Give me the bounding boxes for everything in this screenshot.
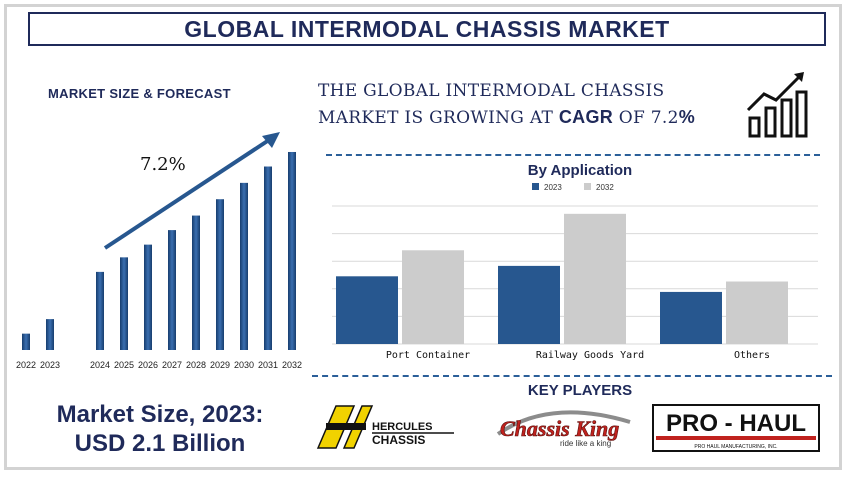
forecast-bar-2031: [264, 166, 272, 350]
chassis-text: CHASSIS: [372, 433, 425, 447]
forecast-heading: MARKET SIZE & FORECAST: [48, 86, 231, 101]
market-size-text: Market Size, 2023: USD 2.1 Billion: [10, 400, 310, 458]
forecast-cagr-label: 7.2%: [140, 154, 186, 175]
svg-text:ride like a king: ride like a king: [560, 439, 611, 448]
hercules-line1: HERCULES: [372, 421, 433, 433]
key-players-title: KEY PLAYERS: [527, 382, 633, 399]
forecast-tick-2028: 2028: [186, 360, 206, 370]
divider-top: [326, 154, 820, 156]
forecast-bar-2027: [168, 230, 176, 350]
bar-2023-0: [336, 276, 398, 344]
bar-2032-1: [564, 213, 626, 344]
forecast-tick-2031: 2031: [258, 360, 278, 370]
forecast-tick-2023: 2023: [40, 360, 60, 370]
forecast-tick-2024: 2024: [90, 360, 110, 370]
category-label-2: Others: [734, 350, 770, 361]
forecast-bar-2022: [22, 333, 30, 350]
forecast-bar-2026: [144, 244, 152, 350]
forecast-bar-2028: [192, 215, 200, 350]
forecast-bar-2025: [120, 257, 128, 350]
forecast-bar-2032: [288, 151, 296, 350]
forecast-bar-2029: [216, 199, 224, 350]
market-size-line2: USD 2.1 Billion: [74, 430, 246, 457]
headline-percent: %: [678, 107, 696, 127]
forecast-bar-2024: [96, 271, 104, 350]
legend-swatch-2032: [584, 183, 591, 190]
headline-cagr-value: OF 7.2: [613, 108, 679, 128]
application-chart-title: By Application: [527, 162, 633, 179]
forecast-tick-2027: 2027: [162, 360, 182, 370]
forecast-tick-2022: 2022: [16, 360, 36, 370]
bar-2023-1: [498, 265, 560, 344]
market-size-line1: Market Size, 2023:: [56, 401, 264, 428]
pro-haul-logo: PRO - HAUL PRO HAUL MANUFACTURING, INC.: [652, 404, 820, 452]
forecast-tick-2026: 2026: [138, 360, 158, 370]
forecast-tick-2032: 2032: [282, 360, 302, 370]
hercules-text: HERCULES: [372, 421, 433, 433]
cagr-headline: THE GLOBAL INTERMODAL CHASSIS MARKET IS …: [318, 78, 738, 131]
category-label-0: Port Container: [386, 350, 470, 361]
legend-label-2032: 2032: [596, 183, 614, 192]
headline-line1: THE GLOBAL INTERMODAL CHASSIS: [318, 81, 665, 101]
growth-arrow-head: [262, 132, 280, 148]
pro-haul-sub: PRO HAUL MANUFACTURING, INC.: [694, 444, 777, 450]
bar-2023-2: [660, 291, 722, 344]
svg-text:PRO HAUL MANUFACTURING, INC.: PRO HAUL MANUFACTURING, INC.: [694, 444, 777, 450]
chassis-king-name: Chassis King: [500, 416, 619, 441]
legend-swatch-2023: [532, 183, 539, 190]
page-title: GLOBAL INTERMODAL CHASSIS MARKET: [184, 15, 670, 42]
bar-2032-2: [726, 281, 788, 344]
page-frame: [4, 4, 842, 470]
growth-arrow: [103, 136, 274, 250]
headline-cagr-word: CAGR: [558, 107, 614, 127]
pro-haul-name: PRO - HAUL: [666, 410, 806, 437]
category-label-1: Railway Goods Yard: [536, 350, 644, 361]
legend-label-2023: 2023: [544, 183, 562, 192]
svg-text:PRO - HAUL: PRO - HAUL: [666, 410, 806, 437]
forecast-tick-2025: 2025: [114, 360, 134, 370]
application-bar-chart: 2023 2032 Port Container Railway Goods Yard…: [332, 183, 818, 361]
chassis-king-tagline: ride like a king: [560, 439, 611, 448]
forecast-bar-2030: [240, 182, 248, 350]
hercules-line2: CHASSIS: [372, 433, 425, 447]
chassis-king-logo: Chassis King ride like a king: [496, 410, 631, 448]
hercules-chassis-logo: HERCULES CHASSIS: [316, 405, 454, 449]
headline-line2: MARKET IS GROWING AT CAGR OF 7.2%: [318, 104, 738, 131]
forecast-tick-2029: 2029: [210, 360, 230, 370]
bar-2032-0: [402, 250, 464, 344]
forecast-bar-2023: [46, 319, 54, 350]
forecast-tick-2030: 2030: [234, 360, 254, 370]
headline-prefix: MARKET IS GROWING AT: [318, 108, 559, 128]
svg-text:Chassis King: Chassis King: [500, 416, 619, 441]
title-banner: GLOBAL INTERMODAL CHASSIS MARKET: [28, 12, 826, 46]
forecast-bar-chart: 2022 2023 2024 2025 2026 2027 2028 2029 2030 2031…: [16, 132, 302, 370]
divider-bottom: [312, 375, 832, 377]
growth-chart-icon: [746, 72, 808, 138]
